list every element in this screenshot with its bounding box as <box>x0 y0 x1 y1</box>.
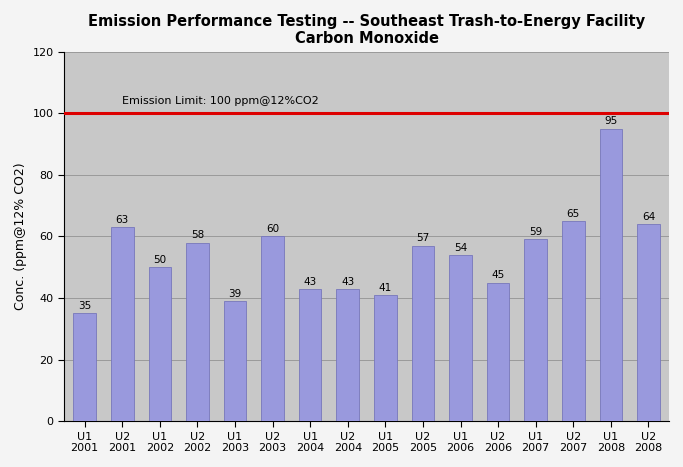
Bar <box>412 246 434 421</box>
Text: 45: 45 <box>492 270 505 280</box>
Title: Emission Performance Testing -- Southeast Trash-to-Energy Facility
Carbon Monoxi: Emission Performance Testing -- Southeas… <box>88 14 645 46</box>
Text: 57: 57 <box>417 234 430 243</box>
Bar <box>449 255 472 421</box>
Bar <box>149 267 171 421</box>
Bar <box>73 313 96 421</box>
Text: 59: 59 <box>529 227 542 237</box>
Bar <box>111 227 133 421</box>
Text: 41: 41 <box>378 283 392 293</box>
Bar <box>337 289 359 421</box>
Bar <box>525 240 547 421</box>
Bar <box>600 128 622 421</box>
Text: 43: 43 <box>303 276 317 287</box>
Text: 35: 35 <box>78 301 92 311</box>
Bar <box>262 236 284 421</box>
Text: 43: 43 <box>341 276 354 287</box>
Text: Emission Limit: 100 ppm@12%CO2: Emission Limit: 100 ppm@12%CO2 <box>122 96 319 106</box>
Text: 58: 58 <box>191 230 204 241</box>
Bar <box>487 283 510 421</box>
Bar <box>637 224 660 421</box>
Bar <box>224 301 247 421</box>
Text: 64: 64 <box>642 212 655 222</box>
Bar <box>374 295 397 421</box>
Text: 65: 65 <box>567 209 580 219</box>
Text: 60: 60 <box>266 224 279 234</box>
Text: 95: 95 <box>604 116 617 127</box>
Bar <box>186 242 209 421</box>
Text: 63: 63 <box>115 215 129 225</box>
Text: 39: 39 <box>228 289 242 299</box>
Bar <box>562 221 585 421</box>
Text: 54: 54 <box>454 243 467 253</box>
Bar <box>299 289 322 421</box>
Text: 50: 50 <box>153 255 167 265</box>
Y-axis label: Conc. (ppm@12% CO2): Conc. (ppm@12% CO2) <box>14 163 27 310</box>
